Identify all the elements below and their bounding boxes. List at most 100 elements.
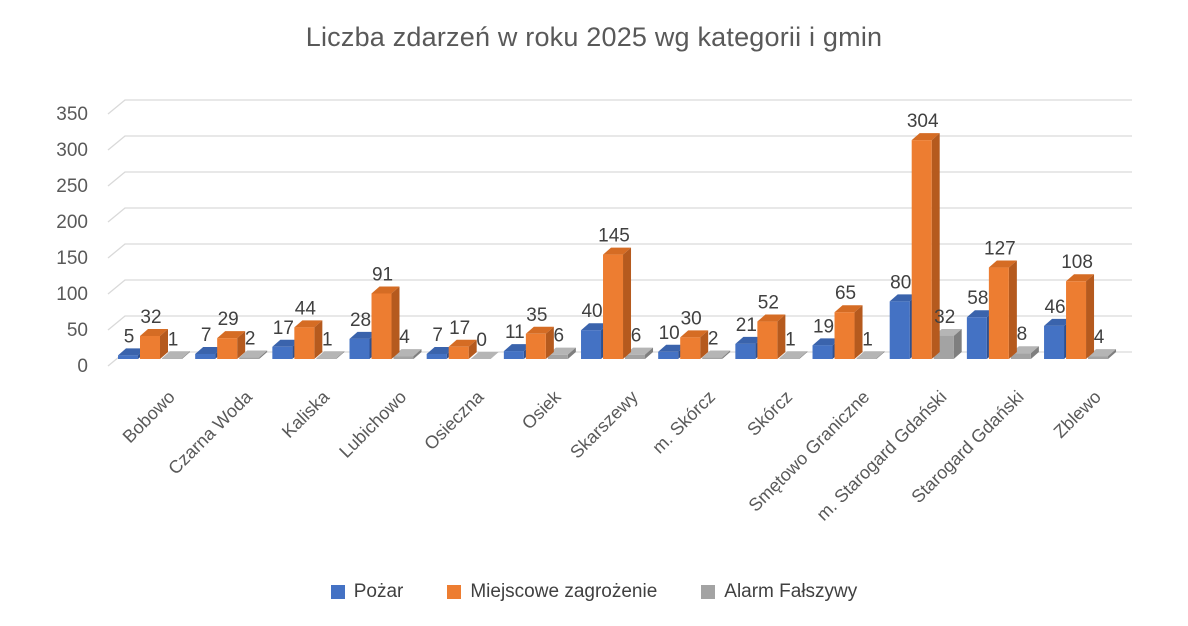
data-label-pozar-czarna-woda: 7 — [201, 325, 212, 346]
data-label-alarm-falszywy-zblewo: 4 — [1094, 327, 1105, 348]
bar-miejscowe-zagrozenie-zblewo — [1066, 281, 1087, 359]
data-label-miejscowe-zagrozenie-lubichowo: 91 — [372, 264, 393, 285]
bar-alarm-falszywy-lubichowo-top — [393, 349, 422, 357]
bar-pozar-m-skorcz-top — [658, 344, 687, 352]
bar-alarm-falszywy-czarna-woda — [239, 357, 260, 359]
bar-alarm-falszywy-zblewo-top — [1088, 349, 1117, 357]
bar-pozar-starogard-gdanski — [966, 317, 987, 359]
chart-title: Liczba zdarzeń w roku 2025 wg kategorii … — [305, 22, 883, 52]
bar-pozar-czarna-woda-top — [195, 346, 224, 354]
bar-pozar-osieczna — [426, 353, 447, 359]
bar-miejscowe-zagrozenie-smetowo-graniczne-top — [834, 305, 863, 313]
bar-pozar-smetowo-graniczne-top — [812, 338, 841, 346]
bar-alarm-falszywy-starogard-gdanski — [1010, 353, 1031, 359]
legend: Pożar Miejscowe zagrożenie Alarm Fałszywy — [0, 581, 1188, 603]
bar-alarm-falszywy-bobowo — [162, 358, 182, 359]
data-label-miejscowe-zagrozenie-osiek: 35 — [526, 305, 547, 326]
data-label-alarm-falszywy-osiek: 6 — [554, 326, 565, 347]
bar-alarm-falszywy-skorcz-top — [779, 351, 808, 359]
bar-miejscowe-zagrozenie-kaliska-top — [294, 320, 323, 328]
legend-swatch-alarm-falszywy — [701, 585, 716, 599]
bar-alarm-falszywy-osiek-top — [547, 347, 576, 355]
gridline-250 — [107, 171, 1132, 187]
bar-alarm-falszywy-m-starogard-gdanski-side — [953, 328, 962, 359]
bar-pozar-kaliska — [272, 346, 293, 359]
bar-miejscowe-zagrozenie-czarna-woda-side — [237, 331, 246, 359]
data-label-miejscowe-zagrozenie-bobowo: 32 — [140, 307, 161, 328]
y-axis-label-0: 0 — [77, 356, 88, 377]
data-label-miejscowe-zagrozenie-m-skorcz: 30 — [681, 308, 702, 329]
bar-alarm-falszywy-kaliska-side — [336, 351, 345, 359]
bar-miejscowe-zagrozenie-m-skorcz-top — [680, 330, 709, 338]
legend-item-alarm-falszywy: Alarm Fałszywy — [701, 581, 857, 603]
bar-pozar-osiek-top — [503, 344, 532, 352]
legend-label-alarm-falszywy: Alarm Fałszywy — [724, 581, 858, 602]
bar-miejscowe-zagrozenie-kaliska — [294, 327, 315, 359]
data-label-miejscowe-zagrozenie-starogard-gdanski: 127 — [984, 239, 1016, 260]
data-label-pozar-zblewo: 46 — [1044, 297, 1065, 318]
bar-miejscowe-zagrozenie-starogard-gdanski-top — [988, 260, 1017, 268]
bar-miejscowe-zagrozenie-m-skorcz — [680, 337, 701, 359]
bar-alarm-falszywy-zblewo — [1088, 356, 1109, 359]
bar-alarm-falszywy-kaliska-top — [316, 351, 345, 359]
bar-miejscowe-zagrozenie-skorcz-side — [777, 314, 786, 359]
bar-miejscowe-zagrozenie-m-skorcz-side — [700, 330, 709, 359]
legend-item-miejscowe-zagrozenie: Miejscowe zagrożenie — [447, 581, 657, 603]
bar-pozar-skorcz-top — [735, 336, 764, 344]
bar-alarm-falszywy-lubichowo-side — [413, 349, 422, 359]
data-label-alarm-falszywy-smetowo-graniczne: 1 — [862, 329, 873, 350]
data-label-miejscowe-zagrozenie-osieczna: 17 — [449, 318, 470, 339]
bar-miejscowe-zagrozenie-lubichowo-side — [391, 286, 400, 359]
data-label-alarm-falszywy-skorcz: 1 — [785, 329, 796, 350]
data-label-pozar-osiek: 11 — [505, 322, 525, 343]
bar-pozar-skarszewy — [581, 330, 602, 359]
bar-alarm-falszywy-osiek — [547, 354, 568, 359]
bar-alarm-falszywy-skorcz — [779, 358, 800, 359]
bar-miejscowe-zagrozenie-starogard-gdanski-side — [1008, 260, 1017, 359]
x-axis-label-osieczna: Osieczna — [420, 386, 488, 454]
x-axis-label-m-skorcz: m. Skórcz — [648, 387, 719, 458]
legend-item-pozar: Pożar — [330, 581, 403, 603]
bar-miejscowe-zagrozenie-skarszewy-side — [623, 247, 632, 359]
bar-pozar-kaliska-top — [272, 339, 301, 347]
x-axis-label-m-starogard-gdanski: m. Starogard Gdański — [813, 387, 951, 525]
data-label-alarm-falszywy-m-skorcz: 2 — [708, 329, 719, 350]
bar-alarm-falszywy-bobowo-top — [162, 351, 190, 359]
bar-alarm-falszywy-smetowo-graniczne — [856, 358, 877, 359]
bar-alarm-falszywy-czarna-woda-top — [239, 350, 268, 358]
data-label-pozar-kaliska: 17 — [273, 318, 294, 339]
bar-miejscowe-zagrozenie-zblewo-top — [1066, 274, 1095, 282]
x-axis-label-zblewo: Zblewo — [1050, 387, 1105, 442]
bar-pozar-lubichowo — [349, 338, 370, 359]
bar-alarm-falszywy-czarna-woda-side — [259, 350, 268, 359]
bar-alarm-falszywy-m-skorcz-top — [702, 350, 731, 358]
bar-miejscowe-zagrozenie-lubichowo — [371, 293, 392, 359]
data-label-miejscowe-zagrozenie-zblewo: 108 — [1061, 252, 1093, 273]
bar-alarm-falszywy-skarszewy — [625, 354, 646, 359]
bar-pozar-m-starogard-gdanski — [889, 301, 910, 359]
data-label-miejscowe-zagrozenie-skarszewy: 145 — [598, 226, 630, 247]
bar-pozar-skorcz — [735, 343, 756, 359]
bar-pozar-zblewo-top — [1044, 318, 1073, 326]
gridline-150 — [107, 243, 1132, 259]
bar-miejscowe-zagrozenie-smetowo-graniczne — [834, 312, 855, 359]
data-label-miejscowe-zagrozenie-kaliska: 44 — [295, 298, 317, 319]
bar-alarm-falszywy-m-skorcz — [702, 357, 723, 359]
data-label-alarm-falszywy-bobowo: 1 — [168, 329, 179, 350]
x-axis-label-osiek: Osiek — [518, 386, 565, 433]
bar-pozar-smetowo-graniczne — [812, 345, 833, 359]
x-axis-label-lubichowo: Lubichowo — [335, 387, 410, 462]
bar-miejscowe-zagrozenie-smetowo-graniczne-side — [854, 305, 863, 359]
bar-pozar-lubichowo-top — [349, 331, 378, 339]
bar-pozar-bobowo-top — [118, 348, 146, 356]
y-axis-label-50: 50 — [67, 320, 88, 341]
bar-miejscowe-zagrozenie-bobowo — [140, 335, 160, 359]
bar-pozar-zblewo — [1044, 325, 1065, 359]
x-axis-label-skarszewy: Skarszewy — [566, 387, 642, 463]
x-axis-label-bobowo: Bobowo — [119, 387, 179, 447]
bar-alarm-falszywy-smetowo-graniczne-side — [876, 351, 885, 359]
gridline-300 — [107, 135, 1132, 151]
bar-pozar-m-starogard-gdanski-top — [889, 294, 918, 302]
data-label-pozar-m-skorcz: 10 — [659, 323, 680, 344]
